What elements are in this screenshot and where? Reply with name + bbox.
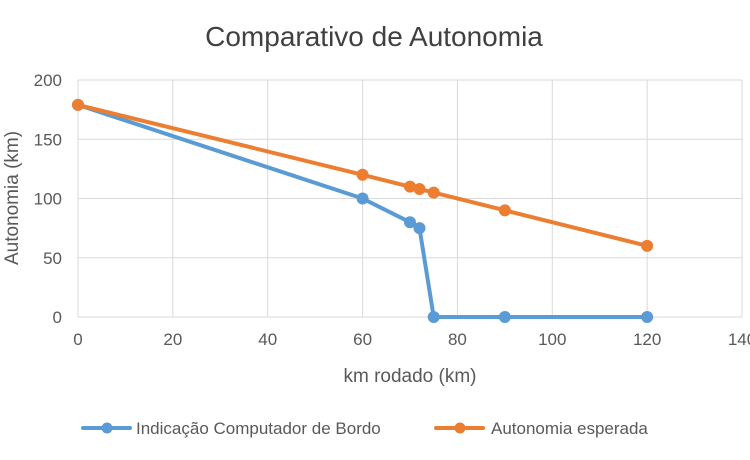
chart-title: Comparativo de Autonomia: [205, 21, 543, 52]
series-layer: [72, 98, 654, 323]
x-tick-label: 0: [73, 330, 82, 349]
data-point: [498, 311, 511, 323]
legend-marker-1: [454, 422, 466, 434]
y-tick-label: 200: [34, 71, 62, 90]
data-point: [427, 186, 440, 199]
x-tick-label: 140: [728, 330, 750, 349]
data-point: [498, 204, 511, 217]
axes: 0 20 40 60 80 100 120 140 0 50 100 150 200 km rodado …: [2, 71, 750, 387]
data-point: [404, 216, 416, 229]
data-point: [356, 192, 369, 205]
legend-marker-0: [101, 422, 113, 434]
data-point: [356, 168, 369, 181]
data-point: [413, 183, 426, 196]
y-tick-label: 150: [34, 130, 62, 149]
x-tick-label: 60: [353, 330, 372, 349]
x-tick-label: 120: [633, 330, 661, 349]
y-axis-label: Autonomia (km): [2, 131, 23, 265]
y-tick-label: 100: [34, 190, 62, 209]
x-axis-label: km rodado (km): [343, 366, 476, 387]
legend-label-1: Autonomia esperada: [491, 419, 648, 438]
y-tick-label: 50: [43, 249, 62, 268]
data-point: [641, 311, 654, 323]
x-tick-label: 20: [163, 330, 182, 349]
data-point: [413, 222, 426, 235]
data-point: [72, 98, 84, 111]
x-tick-label: 100: [538, 330, 566, 349]
x-tick-label: 80: [448, 330, 467, 349]
data-point: [427, 311, 440, 323]
legend-label-0: Indicação Computador de Bordo: [136, 419, 381, 438]
data-point: [641, 239, 654, 252]
x-tick-label: 40: [258, 330, 277, 349]
y-tick-label: 0: [53, 308, 62, 327]
legend: Indicação Computador de Bordo Autonomia e…: [81, 419, 648, 438]
